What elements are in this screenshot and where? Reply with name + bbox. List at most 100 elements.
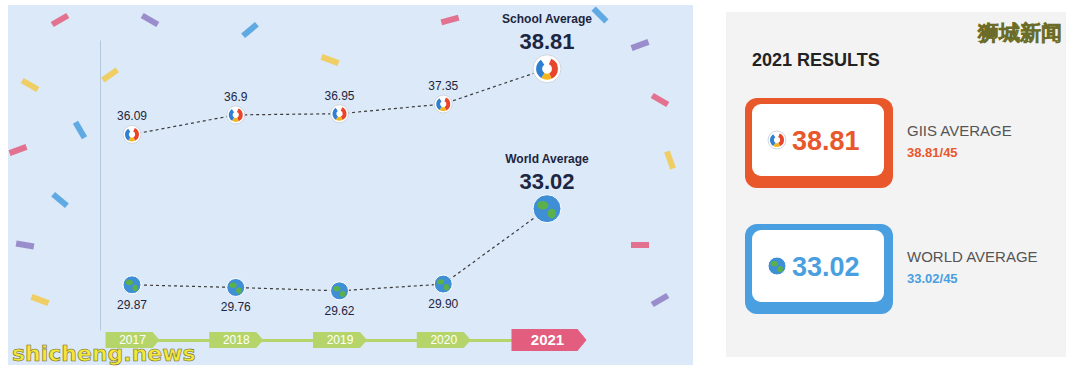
confetti-piece xyxy=(31,294,50,306)
card-icon xyxy=(768,131,786,149)
result-card: 38.81GIIS AVERAGE38.81/45 xyxy=(745,98,1012,188)
confetti-piece xyxy=(16,240,35,249)
data-label: 38.81 xyxy=(519,29,574,54)
marker-part xyxy=(537,201,548,209)
marker-part xyxy=(437,279,444,284)
card-icon xyxy=(768,257,786,275)
card-value: 38.81 xyxy=(792,126,860,156)
marker-part xyxy=(548,209,556,219)
marker-base xyxy=(123,276,141,294)
confetti-piece xyxy=(51,192,69,208)
confetti-piece xyxy=(631,242,649,248)
marker-part xyxy=(778,134,784,147)
results-background xyxy=(726,12,1066,357)
marker-part xyxy=(771,261,778,266)
confetti-piece xyxy=(651,93,670,107)
watermark: shicheng.news xyxy=(12,341,196,366)
chart-root: 2017201820192020202136.0936.936.9537.353… xyxy=(0,0,1080,372)
marker-part xyxy=(777,266,782,272)
card-value: 33.02 xyxy=(792,252,860,282)
marker-base xyxy=(768,257,786,275)
marker-base xyxy=(227,106,245,124)
confetti-piece xyxy=(9,144,28,156)
marker-base xyxy=(331,282,349,300)
x-tick-label: 2021 xyxy=(531,331,564,348)
x-tick: 2020 xyxy=(417,332,471,348)
card-score: 33.02/45 xyxy=(907,271,958,286)
marker-base xyxy=(434,95,452,113)
timeline-tag xyxy=(512,329,587,351)
marker-part xyxy=(236,287,241,293)
timeline-tag xyxy=(313,332,367,348)
series-marker xyxy=(434,95,452,113)
series-marker xyxy=(434,275,452,293)
series-marker xyxy=(533,55,561,83)
marker-base xyxy=(331,105,349,123)
results-title: 2021 RESULTS xyxy=(752,50,880,70)
marker-part xyxy=(340,291,345,297)
card-frame xyxy=(745,98,893,188)
marker-part xyxy=(229,283,236,288)
card-inner xyxy=(752,104,884,176)
data-label: 29.62 xyxy=(324,304,354,318)
watermark: 狮城新闻 xyxy=(977,21,1062,45)
marker-part xyxy=(444,98,450,111)
confetti-piece xyxy=(51,13,70,27)
series-marker xyxy=(227,106,245,124)
y-axis-line xyxy=(100,41,101,331)
card-frame xyxy=(745,224,893,314)
data-label: 37.35 xyxy=(428,79,458,93)
marker-base xyxy=(123,125,141,143)
marker-part xyxy=(333,286,340,291)
marker-part xyxy=(132,285,137,291)
confetti-piece xyxy=(21,78,40,92)
data-label: 29.87 xyxy=(117,298,147,312)
results-panel: 2021 RESULTS 38.81GIIS AVERAGE38.81/45 33.… xyxy=(726,12,1066,357)
series-marker xyxy=(123,276,141,294)
plot-area xyxy=(123,55,561,300)
data-label: 36.09 xyxy=(117,109,147,123)
data-label: 29.76 xyxy=(221,300,251,314)
x-tick: 2021 xyxy=(512,329,587,351)
marker-part xyxy=(229,109,234,121)
x-tick: 2019 xyxy=(313,332,367,348)
marker-part xyxy=(770,134,775,146)
confetti-piece xyxy=(664,151,676,170)
card-inner xyxy=(752,230,884,302)
confetti-piece xyxy=(592,7,609,24)
confetti-piece xyxy=(141,13,160,27)
data-label: 33.02 xyxy=(519,169,574,194)
confetti-piece xyxy=(651,293,670,307)
marker-part xyxy=(126,280,133,285)
marker-base xyxy=(533,195,561,223)
timeline-tag xyxy=(417,332,471,348)
marker-part xyxy=(332,108,337,120)
marker-part xyxy=(436,98,441,110)
marker-part xyxy=(237,108,243,121)
series-line xyxy=(132,209,547,291)
confetti-piece xyxy=(631,39,650,51)
marker-base xyxy=(768,131,786,149)
confetti xyxy=(9,7,676,308)
x-tick-label: 2019 xyxy=(327,333,354,347)
confetti-piece xyxy=(241,22,259,38)
result-card: 33.02 WORLD AVERAGE 33.02/45 xyxy=(745,224,1038,314)
marker-part xyxy=(549,59,558,79)
marker-part xyxy=(133,128,139,141)
series-marker xyxy=(227,278,245,296)
data-label: 36.95 xyxy=(324,89,354,103)
series-marker xyxy=(331,105,349,123)
marker-part xyxy=(125,129,130,141)
data-labels: 36.0936.936.9537.3538.81School Average29… xyxy=(117,12,592,318)
data-label: 29.90 xyxy=(428,297,458,311)
x-tick-label: 2020 xyxy=(430,333,457,347)
x-tick: 2018 xyxy=(209,332,263,348)
marker-base xyxy=(533,55,561,83)
card-score: 38.81/45 xyxy=(907,145,958,160)
card-label: WORLD AVERAGE xyxy=(907,248,1038,265)
data-label: 36.9 xyxy=(224,90,248,104)
y-axis xyxy=(100,41,101,331)
series-marker xyxy=(331,282,349,300)
series-marker xyxy=(533,195,561,223)
confetti-piece xyxy=(321,54,340,66)
